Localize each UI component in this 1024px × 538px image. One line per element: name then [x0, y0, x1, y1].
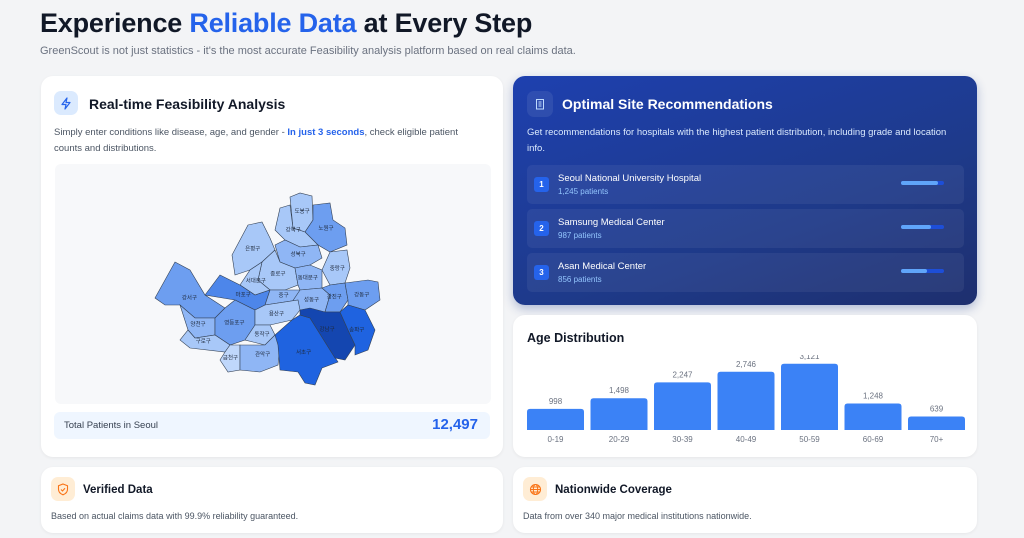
age-category-label: 20-29: [609, 435, 630, 444]
age-bar: [654, 382, 711, 430]
district-label: 송파구: [349, 326, 364, 334]
district-label: 강북구: [286, 226, 301, 233]
age-category-label: 0-19: [547, 435, 564, 444]
district-region[interactable]: 강남구: [299, 307, 356, 361]
district-label: 용산구: [269, 310, 284, 318]
rank-badge: 1: [534, 177, 549, 192]
district-label: 강서구: [182, 294, 197, 302]
district-label: 강동구: [354, 291, 369, 298]
building-icon: [527, 91, 553, 117]
age-bar: [590, 398, 648, 430]
district-shape[interactable]: [344, 279, 381, 311]
district-shape[interactable]: [339, 304, 376, 356]
rank-badge: 2: [534, 221, 549, 236]
feasibility-description: Simply enter conditions like disease, ag…: [54, 127, 458, 154]
hospital-name: Asan Medical Center: [558, 261, 647, 272]
age-category-label: 60-69: [863, 435, 884, 444]
hospital-item[interactable]: 2 Samsung Medical Center 987 patients: [527, 209, 964, 248]
shield-check-icon: [51, 477, 75, 501]
recommendations-description: Get recommendations for hospitals with t…: [527, 127, 947, 154]
verified-data-card: Verified Data Based on actual claims dat…: [41, 467, 503, 533]
total-patients-label: Total Patients in Seoul: [64, 420, 159, 431]
age-category-label: 70+: [930, 435, 944, 444]
age-bar-value: 998: [549, 397, 563, 406]
age-distribution-chart: 998 0-19 1,498 20-29 2,247 30-39 2,746 40-49 3,1…: [527, 355, 965, 444]
district-label: 도봉구: [295, 208, 310, 215]
district-label: 강남구: [319, 325, 334, 333]
age-bar: [717, 371, 775, 430]
district-label: 중랑구: [330, 265, 345, 272]
hospital-patients: 987 patients: [558, 231, 602, 240]
district-label: 광진구: [327, 292, 342, 300]
age-bar: [781, 363, 838, 430]
district-shape[interactable]: [321, 282, 349, 313]
district-region[interactable]: 노원구: [304, 202, 348, 253]
district-region[interactable]: 동대문구: [294, 264, 323, 291]
nationwide-coverage-card: Nationwide Coverage Data from over 340 m…: [513, 467, 977, 533]
rank-badge: 3: [534, 265, 549, 280]
district-label: 은평구: [245, 246, 260, 253]
district-shape[interactable]: [299, 307, 356, 361]
recommendations-title: Optimal Site Recommendations: [562, 96, 773, 112]
feasibility-title: Real-time Feasibility Analysis: [89, 96, 286, 112]
total-patients-bar: Total Patients in Seoul 12,497: [54, 412, 490, 439]
verified-data-title: Verified Data: [83, 484, 153, 496]
age-bar-value: 2,247: [672, 370, 693, 379]
district-shape[interactable]: [304, 202, 348, 253]
age-bar: [527, 408, 584, 430]
hospital-patients: 1,245 patients: [558, 187, 609, 196]
verified-data-description: Based on actual claims data with 99.9% r…: [51, 511, 299, 521]
hospital-share-bar: [901, 225, 944, 229]
age-distribution-title: Age Distribution: [527, 331, 625, 345]
age-bar-value: 1,248: [863, 392, 884, 401]
district-label: 서대문구: [246, 276, 266, 284]
recommendations-card: Optimal Site Recommendations Get recomme…: [513, 76, 977, 305]
age-distribution-card: Age Distribution 998 0-19 1,498 20-29 2,247 3…: [513, 315, 977, 457]
age-category-label: 40-49: [736, 435, 757, 444]
age-bar: [844, 403, 902, 430]
district-label: 중구: [279, 292, 289, 299]
hospital-share-bar: [901, 269, 944, 273]
age-bar-value: 639: [930, 404, 944, 413]
district-label: 동대문구: [298, 274, 318, 282]
feasibility-card: Real-time Feasibility Analysis Simply en…: [41, 76, 503, 457]
lightning-icon: [54, 91, 78, 115]
total-patients-value: 12,497: [432, 416, 478, 433]
nationwide-coverage-title: Nationwide Coverage: [555, 484, 672, 496]
page-title: Experience Reliable Data at Every Step: [40, 8, 533, 38]
district-label: 양천구: [190, 320, 205, 328]
hospital-name: Samsung Medical Center: [558, 217, 665, 228]
district-label: 종로구: [270, 270, 285, 277]
district-label: 노원구: [318, 224, 333, 232]
district-label: 동작구: [254, 331, 269, 338]
hospital-patients: 856 patients: [558, 275, 602, 284]
nationwide-coverage-description: Data from over 340 major medical institu…: [523, 511, 752, 521]
hospital-item[interactable]: 3 Asan Medical Center 856 patients: [527, 253, 964, 292]
age-bar-value: 2,746: [736, 360, 757, 369]
hospital-name: Seoul National University Hospital: [558, 173, 702, 184]
district-label: 금천구: [223, 353, 238, 361]
age-bar: [908, 416, 965, 430]
age-bar-value: 3,121: [799, 355, 820, 361]
page-subtitle: GreenScout is not just statistics - it's…: [40, 45, 576, 57]
district-label: 마포구: [236, 290, 251, 298]
hospital-item[interactable]: 1 Seoul National University Hospital 1,2…: [527, 165, 964, 204]
district-label: 성동구: [304, 296, 319, 304]
district-region[interactable]: 광진구: [321, 282, 349, 313]
district-label: 성북구: [291, 250, 306, 258]
district-label: 구로구: [196, 338, 211, 345]
age-bar-value: 1,498: [609, 386, 630, 395]
district-region[interactable]: 송파구: [339, 304, 376, 356]
hospital-share-bar: [901, 181, 944, 185]
district-label: 서초구: [296, 348, 311, 356]
age-category-label: 50-59: [799, 435, 820, 444]
globe-icon: [523, 477, 547, 501]
district-region[interactable]: 강동구: [344, 279, 381, 311]
age-category-label: 30-39: [672, 435, 693, 444]
district-label: 관악구: [255, 350, 270, 358]
district-label: 영등포구: [224, 319, 244, 327]
district-region[interactable]: 중랑구: [321, 249, 351, 286]
